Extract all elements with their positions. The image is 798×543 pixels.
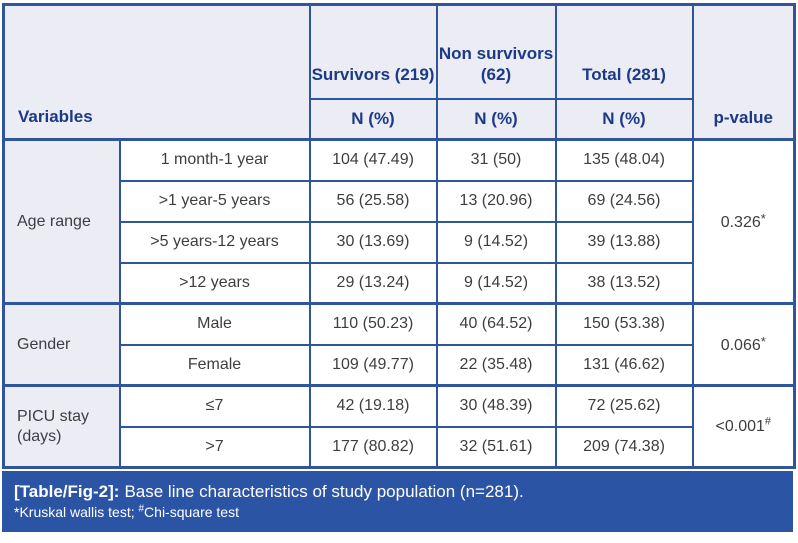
header-total: Total (281) (554, 3, 694, 100)
survivors-cell: 177 (80.82) (308, 425, 438, 469)
non-survivors-cell: 32 (51.61) (435, 425, 557, 469)
survivors-cell: 56 (25.58) (308, 179, 438, 223)
total-cell: 135 (48.04) (554, 138, 694, 182)
category-cell: Female (118, 343, 311, 387)
p-value-age-range: 0.326* (691, 138, 796, 305)
total-cell: 72 (25.62) (554, 384, 694, 428)
table-row: >12 years 29 (13.24) 9 (14.52) 38 (13.52… (4, 261, 795, 305)
table-row: >1 year-5 years 56 (25.58) 13 (20.96) 69… (4, 179, 795, 223)
table-row: >7 177 (80.82) 32 (51.61) 209 (74.38) (4, 425, 795, 469)
p-value-picu-stay: <0.001# (691, 384, 796, 469)
caption-label: [Table/Fig-2]: (14, 482, 120, 501)
header-n-pct-total: N (%) (554, 97, 694, 141)
group-label-age-range: Age range (2, 138, 121, 305)
caption: [Table/Fig-2]: Base line characteristics … (14, 480, 781, 503)
survivors-cell: 110 (50.23) (308, 302, 438, 346)
total-cell: 131 (46.62) (554, 343, 694, 387)
footnote: *Kruskal wallis test; #Chi-square test (14, 503, 781, 522)
non-survivors-cell: 31 (50) (435, 138, 557, 182)
total-cell: 209 (74.38) (554, 425, 694, 469)
header-survivors: Survivors (219) (308, 3, 438, 100)
caption-text: Base line characteristics of study popul… (124, 482, 524, 501)
survivors-cell: 30 (13.69) (308, 220, 438, 264)
total-cell: 39 (13.88) (554, 220, 694, 264)
category-cell: Male (118, 302, 311, 346)
survivors-cell: 42 (19.18) (308, 384, 438, 428)
table-row: Female 109 (49.77) 22 (35.48) 131 (46.62… (4, 343, 795, 387)
total-cell: 150 (53.38) (554, 302, 694, 346)
kruskal-marker: * (760, 211, 766, 226)
category-cell: >12 years (118, 261, 311, 305)
category-cell: >5 years-12 years (118, 220, 311, 264)
footnote-chi-square: Chi-square test (144, 504, 239, 520)
table-figure: Variables Survivors (219) Non survivors … (2, 3, 797, 532)
header-p-value: p-value (691, 3, 796, 141)
header-n-pct-non-survivors: N (%) (435, 97, 557, 141)
group-label-picu-stay: PICU stay (days) (2, 384, 121, 469)
non-survivors-cell: 40 (64.52) (435, 302, 557, 346)
table-row: >5 years-12 years 30 (13.69) 9 (14.52) 3… (4, 220, 795, 264)
total-cell: 38 (13.52) (554, 261, 694, 305)
table-row: PICU stay (days) ≤7 42 (19.18) 30 (48.39… (2, 384, 796, 469)
p-value-gender: 0.066* (691, 302, 796, 387)
header-non-survivors: Non survivors (62) (435, 3, 557, 100)
non-survivors-cell: 13 (20.96) (435, 179, 557, 223)
category-cell: ≤7 (118, 384, 311, 428)
non-survivors-cell: 30 (48.39) (435, 384, 557, 428)
survivors-cell: 104 (47.49) (308, 138, 438, 182)
survivors-cell: 29 (13.24) (308, 261, 438, 305)
baseline-characteristics-table: Variables Survivors (219) Non survivors … (2, 3, 797, 469)
header-n-pct-survivors: N (%) (308, 97, 438, 141)
chi-square-marker: # (764, 415, 772, 428)
non-survivors-cell: 9 (14.52) (435, 220, 557, 264)
footnote-hash-marker: # (138, 503, 145, 515)
category-cell: >1 year-5 years (118, 179, 311, 223)
non-survivors-cell: 22 (35.48) (435, 343, 557, 387)
group-label-gender: Gender (2, 302, 121, 387)
table-row: Gender Male 110 (50.23) 40 (64.52) 150 (… (2, 302, 796, 387)
non-survivors-cell: 9 (14.52) (435, 261, 557, 305)
header-variables: Variables (2, 3, 311, 141)
caption-band: [Table/Fig-2]: Base line characteristics … (2, 471, 793, 532)
table-row: Age range 1 month-1 year 104 (47.49) 31 … (2, 138, 796, 305)
footnote-kruskal: *Kruskal wallis test; (14, 504, 139, 520)
category-cell: >7 (118, 425, 311, 469)
total-cell: 69 (24.56) (554, 179, 694, 223)
category-cell: 1 month-1 year (118, 138, 311, 182)
kruskal-marker: * (760, 334, 766, 349)
survivors-cell: 109 (49.77) (308, 343, 438, 387)
